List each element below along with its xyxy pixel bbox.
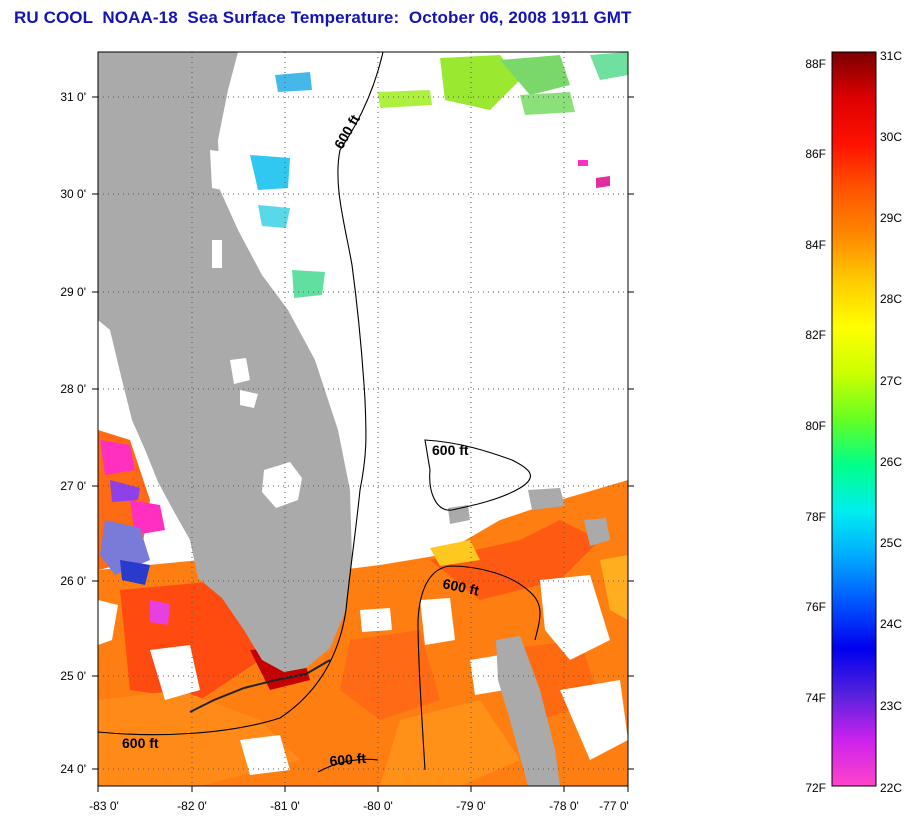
lon-tick-label: -83 0' bbox=[89, 799, 119, 813]
colorbar-fahrenheit-labels: 88F 86F 84F 82F 80F 78F 76F 74F 72F bbox=[805, 57, 826, 795]
grid-lines bbox=[98, 52, 628, 786]
lat-tick-label: 30 0' bbox=[60, 187, 86, 201]
colorbar-c-label: 24C bbox=[880, 617, 902, 631]
contour-label-2: 600 ft bbox=[432, 442, 469, 458]
colorbar: 88F 86F 84F 82F 80F 78F 76F 74F 72F 31C … bbox=[805, 49, 902, 795]
sst-north-patches bbox=[250, 52, 628, 298]
colorbar-f-label: 88F bbox=[805, 57, 826, 71]
colorbar-f-label: 76F bbox=[805, 600, 826, 614]
latitude-ticks: 31 0' 30 0' 29 0' 28 0' 27 0' 26 0' 25 0… bbox=[60, 90, 86, 776]
lat-tick-label: 25 0' bbox=[60, 669, 86, 683]
lat-tick-label: 24 0' bbox=[60, 762, 86, 776]
map-area: 600 ft 600 ft 600 ft 600 ft 600 ft bbox=[98, 52, 628, 786]
lat-tick-label: 26 0' bbox=[60, 574, 86, 588]
lon-tick-label: -77 0' bbox=[599, 799, 629, 813]
lon-tick-label: -80 0' bbox=[363, 799, 393, 813]
colorbar-c-label: 27C bbox=[880, 374, 902, 388]
colorbar-strip bbox=[831, 51, 877, 787]
longitude-ticks: -83 0' -82 0' -81 0' -80 0' -79 0' -78 0… bbox=[89, 799, 629, 813]
colorbar-f-label: 74F bbox=[805, 691, 826, 705]
isobath-contours bbox=[98, 52, 541, 773]
contour-label-5: 600 ft bbox=[329, 750, 367, 769]
colorbar-c-label: 28C bbox=[880, 292, 902, 306]
contour-label-3: 600 ft bbox=[441, 575, 480, 598]
lat-tick-label: 31 0' bbox=[60, 90, 86, 104]
lat-tick-label: 28 0' bbox=[60, 382, 86, 396]
colorbar-c-label: 25C bbox=[880, 536, 902, 550]
map-frame bbox=[97, 51, 629, 787]
cloud-patches bbox=[98, 575, 628, 775]
colorbar-c-label: 29C bbox=[880, 211, 902, 225]
lat-tick-label: 27 0' bbox=[60, 479, 86, 493]
lon-tick-label: -82 0' bbox=[177, 799, 207, 813]
colorbar-c-label: 30C bbox=[880, 130, 902, 144]
contour-labels: 600 ft 600 ft 600 ft 600 ft 600 ft bbox=[122, 112, 481, 769]
colorbar-c-label: 22C bbox=[880, 781, 902, 795]
colorbar-f-label: 72F bbox=[805, 781, 826, 795]
colorbar-c-label: 23C bbox=[880, 699, 902, 713]
colorbar-c-label: 31C bbox=[880, 49, 902, 63]
florida-lakes bbox=[210, 150, 302, 508]
lon-tick-label: -81 0' bbox=[270, 799, 300, 813]
lon-tick-label: -78 0' bbox=[549, 799, 579, 813]
colorbar-f-label: 84F bbox=[805, 238, 826, 252]
colorbar-f-label: 86F bbox=[805, 147, 826, 161]
florida-land bbox=[98, 52, 352, 672]
florida-keys bbox=[189, 659, 331, 713]
colorbar-f-label: 78F bbox=[805, 510, 826, 524]
colorbar-c-label: 26C bbox=[880, 455, 902, 469]
colorbar-f-label: 82F bbox=[805, 328, 826, 342]
sst-cool-patches bbox=[100, 440, 170, 625]
axis-tick-marks bbox=[92, 96, 634, 792]
colorbar-f-label: 80F bbox=[805, 419, 826, 433]
lon-tick-label: -79 0' bbox=[456, 799, 486, 813]
map-title: RU COOL NOAA-18 Sea Surface Temperature:… bbox=[14, 8, 632, 27]
colorbar-celsius-labels: 31C 30C 29C 28C 27C 26C 25C 24C 23C 22C bbox=[880, 49, 902, 795]
lat-tick-label: 29 0' bbox=[60, 285, 86, 299]
contour-label-4: 600 ft bbox=[122, 735, 159, 751]
